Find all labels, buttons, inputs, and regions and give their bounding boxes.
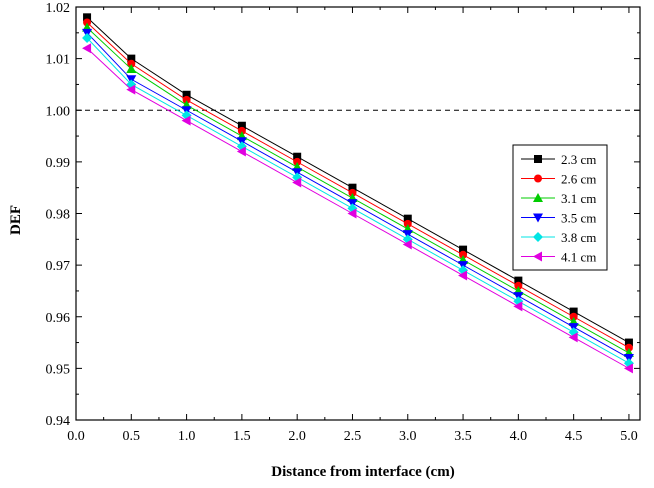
data-point — [623, 363, 633, 374]
legend-item: 4.1 cm — [521, 250, 596, 265]
x-axis: 0.0 0.5 1.0 1.5 2.0 2.5 3.0 3.5 4.0 4.5 5.0 — [67, 7, 638, 444]
data-point — [624, 343, 633, 352]
series-3-5-cm — [82, 28, 634, 364]
x-tick-label: 0.0 — [67, 429, 85, 444]
legend-item: 2.3 cm — [521, 152, 596, 167]
legend-label: 3.5 cm — [561, 211, 596, 226]
data-point — [83, 18, 92, 27]
data-point — [83, 13, 92, 22]
x-tick-label: 0.5 — [123, 429, 141, 444]
data-point — [237, 121, 246, 130]
y-tick-label: 0.97 — [46, 259, 71, 274]
y-axis: 0.94 0.95 0.96 0.97 0.98 0.99 1.00 1.01 1.02 — [46, 1, 640, 429]
data-point — [568, 332, 578, 343]
data-point — [402, 239, 412, 250]
data-point — [348, 183, 357, 192]
legend-marker — [534, 155, 542, 163]
series-group — [82, 13, 634, 374]
data-point — [624, 338, 633, 347]
data-point — [569, 312, 578, 321]
data-point — [182, 90, 191, 99]
data-point — [514, 276, 523, 285]
y-tick-label: 0.98 — [46, 208, 71, 223]
legend-item: 3.1 cm — [521, 191, 596, 206]
data-point — [513, 301, 523, 312]
legend-box — [512, 144, 608, 271]
legend-label: 4.1 cm — [561, 250, 596, 265]
legend-label: 2.6 cm — [561, 172, 596, 187]
legend-item: 3.8 cm — [521, 230, 596, 245]
x-tick-label: 1.5 — [233, 429, 251, 444]
y-tick-label: 0.95 — [46, 362, 71, 377]
data-point — [82, 43, 92, 54]
series-2-6-cm — [83, 18, 633, 352]
data-point — [292, 177, 302, 188]
y-tick-label: 1.01 — [46, 53, 71, 68]
data-point — [181, 115, 191, 126]
legend-item: 3.5 cm — [521, 211, 596, 226]
y-tick-label: 1.02 — [46, 1, 71, 16]
x-tick-label: 2.5 — [344, 429, 362, 444]
legend-label: 3.8 cm — [561, 230, 596, 245]
data-point — [126, 63, 137, 73]
series-4-1-cm — [82, 43, 633, 374]
data-point — [182, 95, 191, 104]
data-point — [293, 152, 302, 161]
data-point — [403, 214, 412, 223]
legend-label: 2.3 cm — [561, 152, 596, 167]
series-2-3-cm — [83, 13, 633, 347]
data-point — [458, 270, 468, 281]
data-point — [347, 208, 357, 219]
legend: 2.3 cm 2.6 cm 3.1 cm 3.5 cm 3.8 cm 4.1 cm — [512, 144, 608, 271]
data-point — [82, 32, 93, 43]
x-tick-label: 4.0 — [510, 429, 528, 444]
y-tick-label: 0.99 — [46, 156, 71, 171]
legend-label: 3.1 cm — [561, 191, 596, 206]
data-point — [459, 245, 468, 254]
data-point — [127, 54, 136, 63]
x-tick-label: 4.5 — [565, 429, 583, 444]
x-axis-title: Distance from interface (cm) — [271, 464, 454, 480]
legend-marker — [534, 174, 542, 183]
y-tick-label: 0.96 — [46, 311, 71, 326]
legend-marker — [533, 193, 543, 202]
x-tick-label: 3.0 — [399, 429, 417, 444]
y-tick-label: 0.94 — [46, 414, 71, 429]
x-tick-label: 5.0 — [620, 429, 638, 444]
legend-marker — [533, 251, 542, 262]
data-point — [514, 281, 523, 290]
data-point — [293, 157, 302, 166]
x-tick-label: 2.0 — [288, 429, 306, 444]
legend-marker — [533, 213, 543, 223]
data-point — [569, 307, 578, 316]
y-tick-label: 1.00 — [46, 104, 71, 119]
data-point — [127, 59, 136, 68]
legend-marker — [533, 232, 543, 242]
data-point — [237, 126, 246, 135]
y-axis-title: DEF — [8, 205, 24, 235]
data-point — [403, 219, 412, 228]
data-point — [348, 188, 357, 197]
data-point — [236, 146, 246, 157]
x-tick-label: 1.0 — [178, 429, 196, 444]
legend-item: 2.6 cm — [521, 172, 596, 187]
data-point — [126, 84, 136, 95]
x-tick-label: 3.5 — [454, 429, 472, 444]
data-point — [459, 250, 468, 259]
